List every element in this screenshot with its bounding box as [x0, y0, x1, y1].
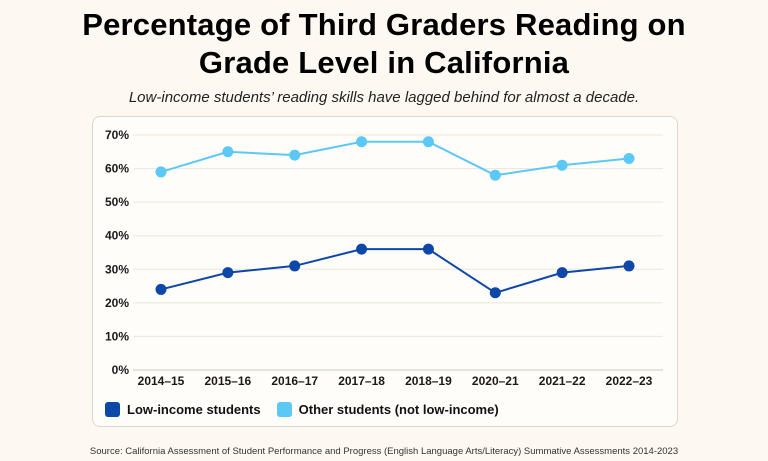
data-point-0 — [556, 267, 568, 279]
legend-swatch-other — [276, 401, 292, 417]
y-tick-label: 70% — [105, 128, 129, 142]
x-tick-label: 2017–18 — [338, 374, 385, 388]
data-point-1 — [155, 166, 167, 178]
chart-subtitle: Low-income students’ reading skills have… — [128, 89, 640, 106]
chart-title-line-1: Percentage of Third Graders Reading on — [82, 7, 686, 42]
legend-label-low-income: Low-income students — [127, 401, 261, 417]
chart-title-line-2: Grade Level in California — [198, 45, 570, 80]
x-tick-label: 2015–16 — [204, 374, 251, 388]
data-point-1 — [489, 169, 501, 181]
x-tick-label: 2021–22 — [539, 374, 586, 388]
series-line-1 — [160, 140, 630, 177]
legend-swatch-low-income — [105, 401, 120, 417]
chart-title: Percentage of Third Graders Reading on G… — [0, 6, 768, 82]
y-tick-label: 10% — [105, 329, 129, 343]
x-tick-label: 2022–23 — [606, 374, 653, 388]
data-point-1 — [289, 149, 301, 161]
legend-item-low-income: Low-income students — [105, 401, 261, 417]
chart-legend: Low-income students Other students (not … — [105, 399, 515, 419]
data-point-0 — [422, 243, 434, 255]
data-point-1 — [556, 159, 568, 171]
y-tick-label: 0% — [112, 363, 130, 377]
x-tick-label: 2020–21 — [472, 374, 519, 388]
data-point-0 — [356, 243, 368, 255]
x-tick-label: 2016–17 — [271, 374, 318, 388]
x-tick-label: 2014–15 — [138, 374, 185, 388]
legend-label-other: Other students (not low-income) — [298, 401, 499, 417]
series-line-0 — [160, 248, 630, 294]
y-tick-label: 60% — [105, 162, 129, 176]
data-point-0 — [623, 260, 635, 272]
y-tick-label: 20% — [105, 296, 129, 310]
y-tick-label: 50% — [105, 195, 129, 209]
y-tick-label: 40% — [105, 229, 129, 243]
data-point-1 — [356, 136, 368, 148]
data-point-0 — [489, 287, 501, 299]
data-point-0 — [289, 260, 301, 272]
legend-item-other: Other students (not low-income) — [276, 401, 499, 417]
data-point-0 — [222, 267, 234, 279]
data-point-0 — [155, 283, 167, 295]
data-point-1 — [222, 146, 234, 158]
data-point-1 — [623, 153, 635, 164]
source-note: Source: California Assessment of Student… — [89, 446, 679, 457]
y-tick-label: 30% — [105, 262, 129, 276]
x-tick-label: 2018–19 — [405, 374, 452, 388]
data-point-1 — [422, 136, 434, 148]
